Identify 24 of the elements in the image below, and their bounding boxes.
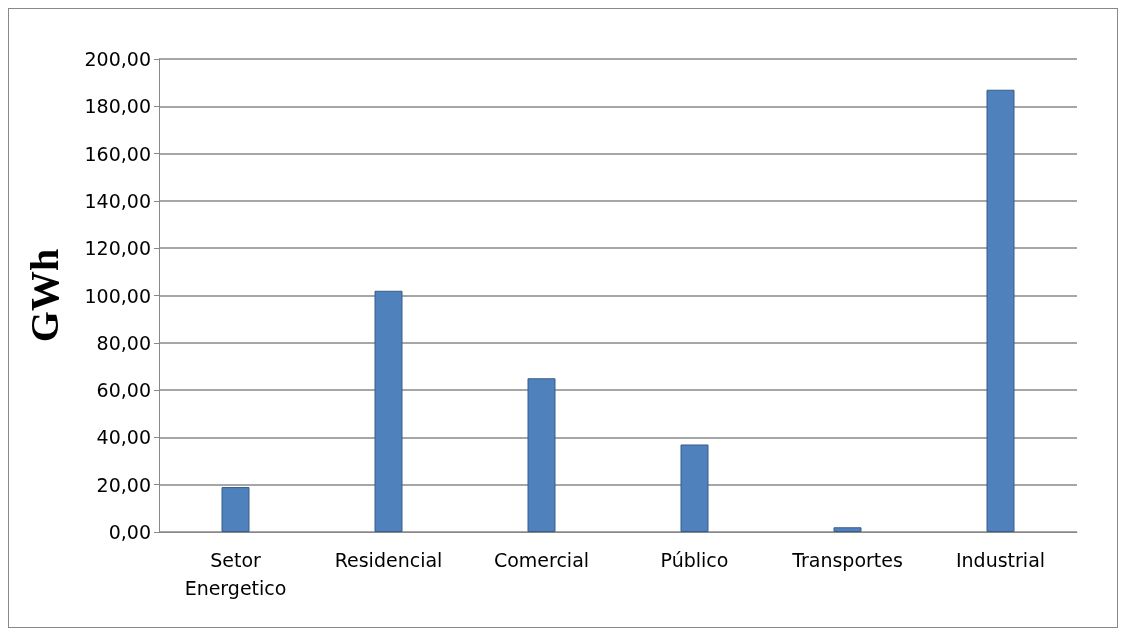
bar [833,527,862,532]
bar [680,444,709,532]
y-tick-label: 100,00 [84,284,151,307]
bar [221,487,250,532]
y-axis-title: GWh [21,248,67,343]
x-tick-label: Público [660,549,729,571]
bar [986,89,1015,532]
x-tick-label: Residencial [334,549,443,571]
y-tick-label: 60,00 [96,379,151,402]
y-tick-label: 120,00 [84,237,151,260]
x-tick-label: Transportes [791,549,903,571]
y-tick-label: 80,00 [96,331,151,354]
x-tick-label: Comercial [493,549,590,571]
y-tick-label: 0,00 [108,521,151,543]
x-tick-label: Setor Energetico [184,549,287,599]
y-tick-label: 160,00 [84,142,151,165]
y-tick-label: 180,00 [84,95,151,118]
bar [527,378,556,532]
y-tick-label: 140,00 [84,189,151,212]
bar [374,290,403,532]
x-tick-label: Industrial [955,549,1046,571]
y-tick-label: 200,00 [84,48,151,70]
y-tick-label: 40,00 [96,426,151,449]
y-tick-label: 20,00 [96,473,151,496]
